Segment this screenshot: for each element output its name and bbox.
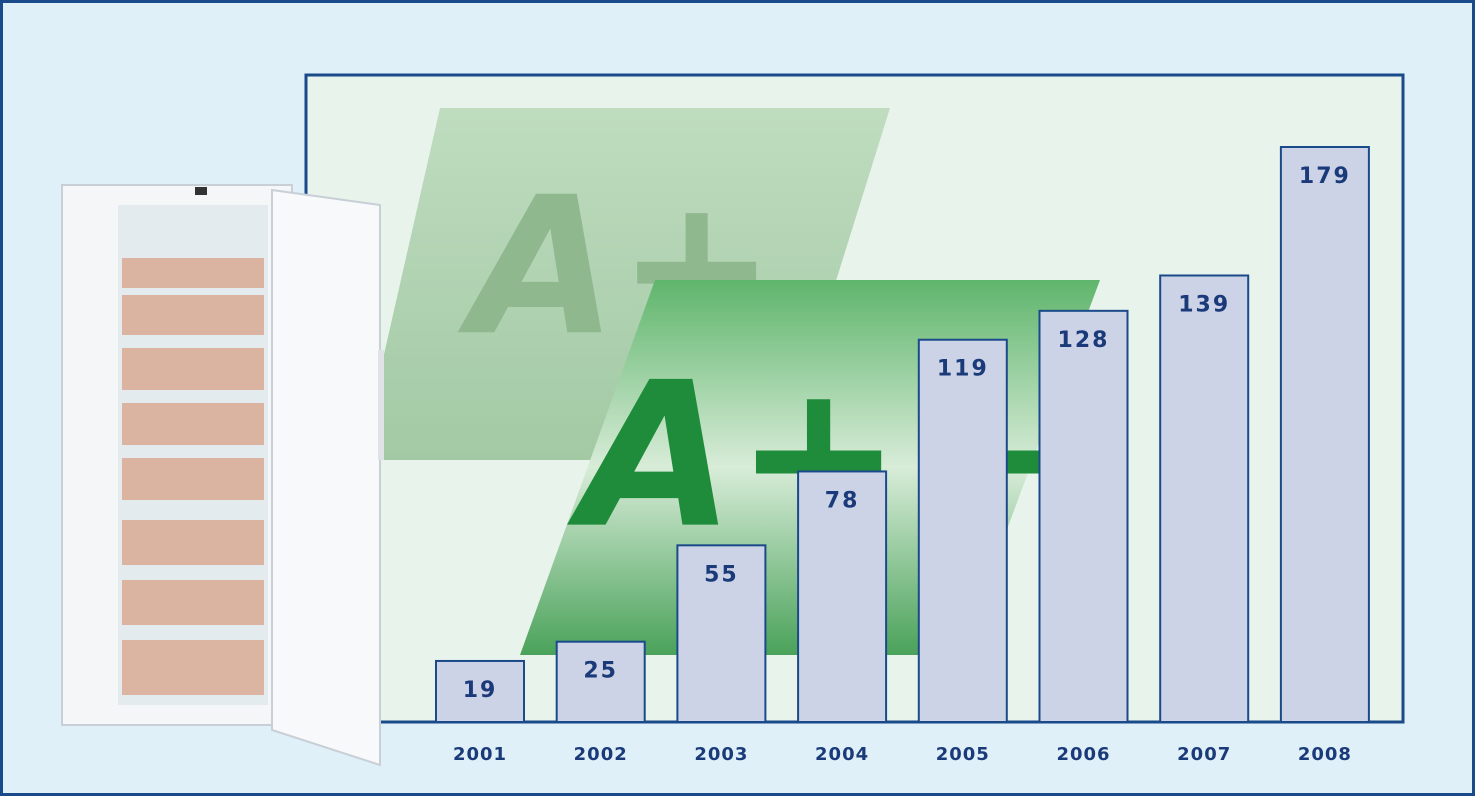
x-tick-label: 2008: [1298, 744, 1352, 765]
bar: [1281, 147, 1369, 722]
value-label: 55: [704, 562, 739, 587]
bar: [1160, 275, 1248, 722]
value-label: 19: [463, 678, 498, 703]
chart: A+ A++ 192001252002552003782004119200512…: [0, 0, 1475, 796]
x-tick-label: 2002: [574, 744, 628, 765]
value-label: 139: [1178, 292, 1230, 317]
x-tick-label: 2006: [1056, 744, 1110, 765]
x-tick-label: 2003: [694, 744, 748, 765]
value-label: 179: [1299, 164, 1351, 189]
bar: [919, 340, 1007, 722]
x-tick-label: 2005: [936, 744, 990, 765]
value-label: 78: [825, 488, 860, 513]
x-tick-label: 2001: [453, 744, 507, 765]
bar: [1040, 311, 1128, 722]
value-label: 25: [583, 659, 618, 684]
x-tick-label: 2007: [1177, 744, 1231, 765]
x-tick-label: 2004: [815, 744, 869, 765]
page: A+ A++ 192001252002552003782004119200512…: [0, 0, 1475, 796]
value-label: 128: [1058, 328, 1110, 353]
value-label: 119: [937, 357, 989, 382]
freezer-image: [62, 185, 384, 765]
